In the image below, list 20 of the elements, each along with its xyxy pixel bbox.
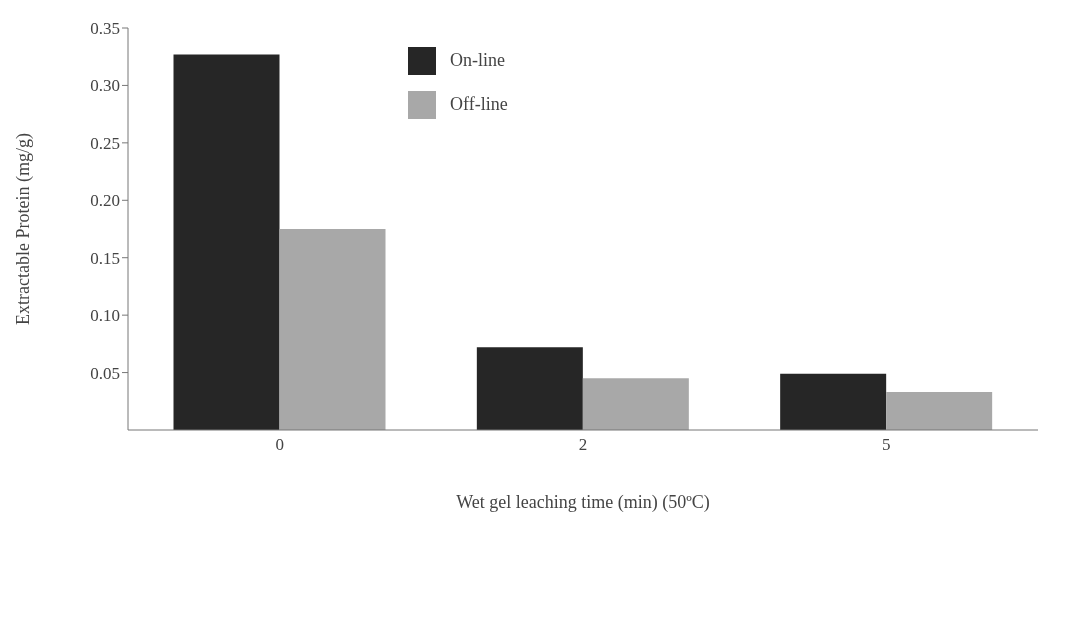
legend-label: Off-line [450,94,508,114]
x-tick-label: 5 [882,435,891,455]
bar [780,373,887,430]
x-tick-label: 0 [275,435,284,455]
bar [476,347,583,430]
bar [173,54,280,430]
y-tick-label: 0.05 [90,363,120,383]
y-tick-label: 0.30 [90,76,120,96]
bar [279,229,386,430]
y-tick-label: 0.15 [90,248,120,268]
x-axis-title: Wet gel leaching time (min) (50ºC) [456,491,710,513]
x-tick-label: 2 [578,435,588,455]
y-tick-label: 0.10 [90,306,120,326]
y-tick-label: 0.25 [90,133,120,153]
y-tick-label: 0.20 [90,191,120,211]
y-tick-label: 0.35 [90,19,120,39]
legend-label: On-line [450,50,505,70]
bar [886,392,993,430]
y-axis-title: Extractable Protein (mg/g) [13,133,35,325]
bar [582,378,689,430]
